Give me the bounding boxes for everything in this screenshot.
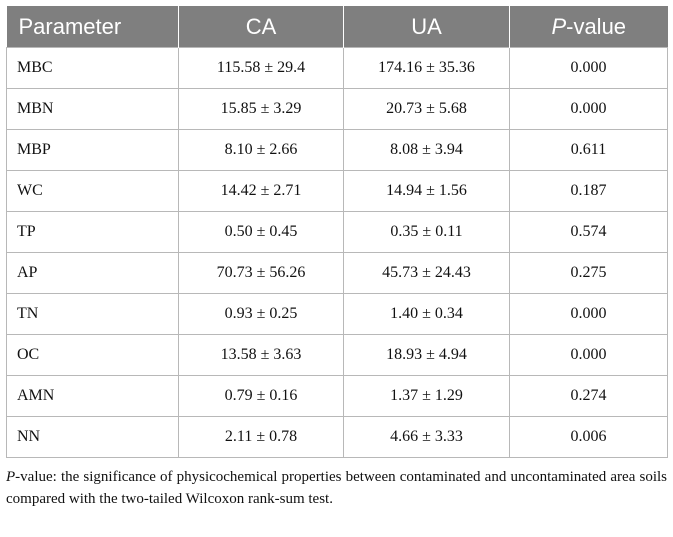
table-row: AMN 0.79 ± 0.16 1.37 ± 1.29 0.274	[6, 375, 668, 417]
cell-parameter: TP	[6, 211, 179, 253]
cell-p-value: 0.574	[509, 211, 668, 253]
header-ca: CA	[178, 6, 344, 48]
footnote-text: -value: the significance of physicochemi…	[6, 469, 667, 507]
header-parameter: Parameter	[6, 6, 179, 48]
header-row: Parameter CA UA P-value	[6, 6, 668, 48]
header-ua: UA	[343, 6, 510, 48]
cell-parameter: NN	[6, 416, 179, 458]
cell-parameter: MBC	[6, 47, 179, 89]
table-row: TP 0.50 ± 0.45 0.35 ± 0.11 0.574	[6, 211, 668, 253]
table-row: MBP 8.10 ± 2.66 8.08 ± 3.94 0.611	[6, 129, 668, 171]
cell-ca: 0.93 ± 0.25	[178, 293, 344, 335]
cell-parameter: MBN	[6, 88, 179, 130]
cell-parameter: AP	[6, 252, 179, 294]
cell-p-value: 0.006	[509, 416, 668, 458]
cell-parameter: MBP	[6, 129, 179, 171]
cell-p-value: 0.000	[509, 334, 668, 376]
parameters-table: Parameter CA UA P-value MBC 115.58 ± 29.…	[6, 6, 668, 458]
footnote-term: P	[6, 469, 16, 485]
header-p-suffix: -value	[566, 13, 627, 39]
header-p-letter: P	[551, 13, 567, 39]
cell-p-value: 0.611	[509, 129, 668, 171]
cell-ca: 14.42 ± 2.71	[178, 170, 344, 212]
table-row: OC 13.58 ± 3.63 18.93 ± 4.94 0.000	[6, 334, 668, 376]
table-body: MBC 115.58 ± 29.4 174.16 ± 35.36 0.000 M…	[6, 47, 668, 458]
cell-ca: 0.79 ± 0.16	[178, 375, 344, 417]
cell-parameter: WC	[6, 170, 179, 212]
cell-p-value: 0.000	[509, 47, 668, 89]
cell-ca: 13.58 ± 3.63	[178, 334, 344, 376]
table-row: TN 0.93 ± 0.25 1.40 ± 0.34 0.000	[6, 293, 668, 335]
cell-ua: 8.08 ± 3.94	[343, 129, 510, 171]
cell-p-value: 0.187	[509, 170, 668, 212]
cell-parameter: AMN	[6, 375, 179, 417]
table-footnote: P-value: the significance of physicochem…	[6, 466, 667, 510]
cell-ua: 0.35 ± 0.11	[343, 211, 510, 253]
cell-p-value: 0.000	[509, 293, 668, 335]
table-row: WC 14.42 ± 2.71 14.94 ± 1.56 0.187	[6, 170, 668, 212]
cell-ua: 20.73 ± 5.68	[343, 88, 510, 130]
cell-ca: 15.85 ± 3.29	[178, 88, 344, 130]
cell-p-value: 0.000	[509, 88, 668, 130]
table-row: MBN 15.85 ± 3.29 20.73 ± 5.68 0.000	[6, 88, 668, 130]
cell-ua: 45.73 ± 24.43	[343, 252, 510, 294]
cell-ca: 2.11 ± 0.78	[178, 416, 344, 458]
table-header: Parameter CA UA P-value	[6, 6, 668, 48]
cell-ua: 1.40 ± 0.34	[343, 293, 510, 335]
cell-ca: 0.50 ± 0.45	[178, 211, 344, 253]
header-p-value: P-value	[509, 6, 668, 48]
table-row: AP 70.73 ± 56.26 45.73 ± 24.43 0.275	[6, 252, 668, 294]
cell-parameter: TN	[6, 293, 179, 335]
cell-ua: 1.37 ± 1.29	[343, 375, 510, 417]
table-row: NN 2.11 ± 0.78 4.66 ± 3.33 0.006	[6, 416, 668, 458]
cell-parameter: OC	[6, 334, 179, 376]
cell-ca: 8.10 ± 2.66	[178, 129, 344, 171]
cell-ca: 115.58 ± 29.4	[178, 47, 344, 89]
cell-ca: 70.73 ± 56.26	[178, 252, 344, 294]
cell-ua: 4.66 ± 3.33	[343, 416, 510, 458]
cell-ua: 18.93 ± 4.94	[343, 334, 510, 376]
cell-p-value: 0.275	[509, 252, 668, 294]
table-container: Parameter CA UA P-value MBC 115.58 ± 29.…	[6, 6, 668, 510]
table-row: MBC 115.58 ± 29.4 174.16 ± 35.36 0.000	[6, 47, 668, 89]
cell-p-value: 0.274	[509, 375, 668, 417]
cell-ua: 174.16 ± 35.36	[343, 47, 510, 89]
cell-ua: 14.94 ± 1.56	[343, 170, 510, 212]
